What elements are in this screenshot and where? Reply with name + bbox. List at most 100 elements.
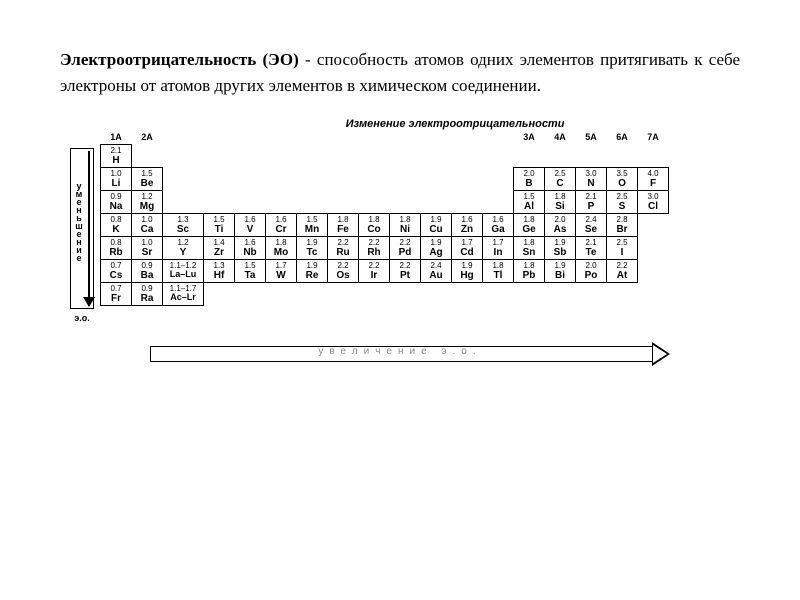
- empty-cell: [328, 145, 359, 168]
- element-symbol: Hg: [452, 270, 482, 281]
- element-symbol: As: [545, 224, 575, 235]
- electronegativity-value: 1.3: [204, 262, 234, 270]
- empty-cell: [390, 168, 421, 191]
- electronegativity-value: 2.1: [576, 239, 606, 247]
- element-symbol: Y: [163, 247, 203, 258]
- element-symbol: Nb: [235, 247, 265, 258]
- element-cell: 1.9Re: [297, 260, 328, 283]
- element-cell: 1.5Mn: [297, 214, 328, 237]
- electronegativity-value: 1.9: [297, 239, 327, 247]
- electronegativity-value: 1.5: [235, 262, 265, 270]
- electronegativity-value: 1.6: [483, 216, 513, 224]
- empty-cell: [204, 191, 235, 214]
- element-cell: 0.9Ra: [132, 283, 163, 306]
- element-symbol: At: [607, 270, 637, 281]
- empty-cell: [390, 283, 421, 306]
- element-symbol: Ag: [421, 247, 451, 258]
- empty-cell: [235, 145, 266, 168]
- element-symbol: S: [607, 201, 637, 212]
- electronegativity-value: 0.9: [132, 285, 162, 293]
- element-symbol: Tc: [297, 247, 327, 258]
- element-cell: 0.8Rb: [101, 237, 132, 260]
- element-cell: 2.4Se: [576, 214, 607, 237]
- empty-cell: [452, 145, 483, 168]
- electronegativity-value: 4.0: [638, 170, 668, 178]
- element-cell: 0.9Ba: [132, 260, 163, 283]
- electronegativity-value: 1.8: [514, 216, 544, 224]
- element-symbol: Ca: [132, 224, 162, 235]
- empty-cell: [638, 283, 669, 306]
- electronegativity-value: 1.7: [452, 239, 482, 247]
- empty-cell: [638, 260, 669, 283]
- group-header: [297, 132, 328, 145]
- empty-cell: [514, 145, 545, 168]
- element-cell: 2.1H: [101, 145, 132, 168]
- element-symbol: Zr: [204, 247, 234, 258]
- empty-cell: [421, 191, 452, 214]
- element-cell: 1.0Ca: [132, 214, 163, 237]
- element-cell: 1.9Sb: [545, 237, 576, 260]
- element-symbol: Cs: [101, 270, 131, 281]
- element-cell: 1.1–1.7Ac–Lr: [163, 283, 204, 306]
- element-cell: 1.1–1.2La–Lu: [163, 260, 204, 283]
- electronegativity-value: 0.7: [101, 285, 131, 293]
- group-header: 6A: [607, 132, 638, 145]
- x-axis: увеличение э.о.: [150, 346, 670, 362]
- electronegativity-value: 2.2: [359, 239, 389, 247]
- element-symbol: P: [576, 201, 606, 212]
- empty-cell: [235, 168, 266, 191]
- element-cell: 2.5C: [545, 168, 576, 191]
- electronegativity-value: 1.8: [328, 216, 358, 224]
- electronegativity-value: 1.6: [452, 216, 482, 224]
- element-symbol: Ra: [132, 293, 162, 304]
- electronegativity-value: 1.8: [266, 239, 296, 247]
- element-cell: 3.0Cl: [638, 191, 669, 214]
- electronegativity-value: 2.4: [576, 216, 606, 224]
- element-symbol: Sn: [514, 247, 544, 258]
- electronegativity-value: 1.6: [235, 239, 265, 247]
- element-cell: 2.4Au: [421, 260, 452, 283]
- element-cell: 3.5O: [607, 168, 638, 191]
- element-cell: 2.1Te: [576, 237, 607, 260]
- group-header: 3A: [514, 132, 545, 145]
- electronegativity-value: 1.8: [514, 239, 544, 247]
- electronegativity-value: 1.5: [204, 216, 234, 224]
- element-cell: 1.5Ta: [235, 260, 266, 283]
- element-cell: 1.6Zn: [452, 214, 483, 237]
- electronegativity-value: 2.1: [576, 193, 606, 201]
- electronegativity-value: 0.8: [101, 216, 131, 224]
- empty-cell: [163, 145, 204, 168]
- element-symbol: Os: [328, 270, 358, 281]
- group-header: [452, 132, 483, 145]
- element-symbol: Cu: [421, 224, 451, 235]
- element-cell: 0.8K: [101, 214, 132, 237]
- element-symbol: Ga: [483, 224, 513, 235]
- empty-cell: [359, 283, 390, 306]
- electronegativity-value: 1.8: [545, 193, 575, 201]
- empty-cell: [297, 191, 328, 214]
- electronegativity-value: 2.4: [421, 262, 451, 270]
- element-symbol: Mo: [266, 247, 296, 258]
- electronegativity-value: 0.8: [101, 239, 131, 247]
- empty-cell: [359, 168, 390, 191]
- y-axis: уменьшение э.о.: [70, 148, 94, 323]
- electronegativity-value: 2.0: [514, 170, 544, 178]
- element-symbol: Tl: [483, 270, 513, 281]
- empty-cell: [163, 168, 204, 191]
- empty-cell: [638, 237, 669, 260]
- element-symbol: Pd: [390, 247, 420, 258]
- element-cell: 4.0F: [638, 168, 669, 191]
- empty-cell: [204, 145, 235, 168]
- element-cell: 1.8Ni: [390, 214, 421, 237]
- empty-cell: [390, 191, 421, 214]
- element-cell: 2.0B: [514, 168, 545, 191]
- right-arrow-icon: увеличение э.о.: [150, 346, 670, 362]
- empty-cell: [607, 283, 638, 306]
- element-symbol: Se: [576, 224, 606, 235]
- element-cell: 1.5Al: [514, 191, 545, 214]
- electronegativity-value: 1.8: [359, 216, 389, 224]
- element-cell: 0.9Na: [101, 191, 132, 214]
- element-cell: 1.7In: [483, 237, 514, 260]
- electronegativity-value: 1.5: [297, 216, 327, 224]
- element-symbol: Pb: [514, 270, 544, 281]
